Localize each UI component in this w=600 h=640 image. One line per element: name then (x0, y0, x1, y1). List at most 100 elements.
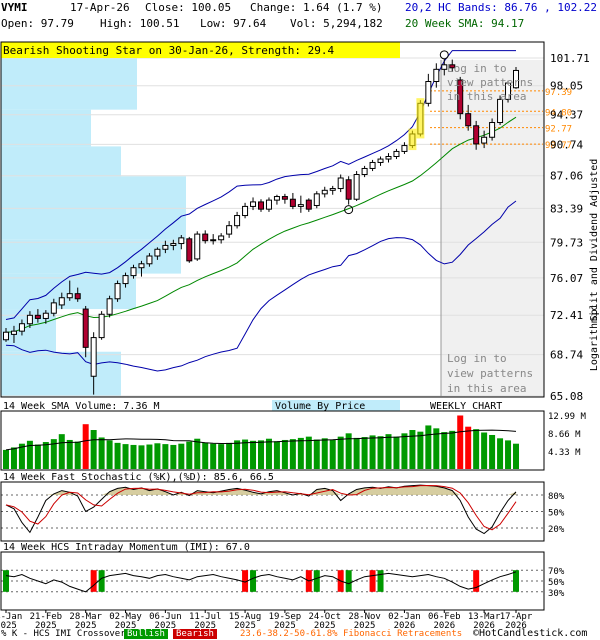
candle-body-up (369, 161, 376, 169)
date-tick-year: 2026 (505, 621, 527, 631)
candle-body-up (337, 177, 344, 190)
date-axis: 24-Jan202521-Feb202528-Mar202502-May2025… (0, 610, 533, 631)
sma-line (5, 116, 517, 333)
volume-bar (258, 440, 264, 469)
candle-body-up (505, 82, 512, 100)
volume-sma-line (5, 429, 517, 451)
candle-body-down (74, 293, 81, 300)
vbp-bar (1, 351, 121, 396)
login-text-top-3[interactable]: in this area (447, 90, 526, 103)
candle-body-up (313, 193, 320, 207)
login-text-bottom-3[interactable]: in this area (447, 382, 526, 395)
volume-bar (401, 433, 408, 469)
login-text-bottom-2[interactable]: view patterns (447, 367, 533, 380)
volume-bar (194, 438, 201, 469)
volume-bar (26, 440, 33, 469)
login-text-top-1[interactable]: Log in to (447, 62, 507, 75)
price-tick-label: 94.37 (550, 109, 583, 122)
candle-body-up (106, 298, 113, 315)
volume-bar (337, 436, 344, 469)
candle-body-up (489, 122, 496, 138)
candle-body-down (289, 198, 296, 207)
price-tick-label: 87.06 (550, 170, 583, 183)
volume-bar (265, 438, 272, 469)
volume-bar (58, 434, 65, 469)
price-tick-label: 101.71 (550, 52, 590, 65)
imi-bullish-bar (345, 570, 352, 592)
volume-bar (297, 437, 304, 469)
imi-tick-label: 70% (548, 567, 565, 577)
candle-body-up (425, 81, 432, 104)
volume-bar (82, 424, 89, 469)
volume-bar (202, 442, 209, 469)
volume-panel: 12.99 M 8.66 M 4.33 M (3, 412, 587, 469)
y-axis-label: Split and Dividend Adjusted (589, 159, 600, 322)
volume-bar (66, 439, 73, 469)
volume-bar (178, 443, 185, 469)
candle-body-up (393, 150, 400, 158)
candle-body-up (433, 68, 440, 83)
volume-bar (393, 436, 400, 469)
date-tick-year: 2025 (314, 621, 336, 631)
volume-bar (313, 439, 320, 469)
candle-body-down (34, 314, 41, 319)
weekly-chart-label: WEEKLY CHART (430, 401, 502, 412)
imi-tick-label: 50% (548, 578, 565, 588)
login-text-bottom-1[interactable]: Log in to (447, 352, 507, 365)
volume-bar (234, 440, 241, 469)
copyright-link[interactable]: ©HotCandlestick.com (473, 628, 588, 639)
candle-body-up (58, 297, 65, 306)
candle-body-up (162, 244, 169, 250)
fibonacci-legend: 23.6-38.2-50-61.8% Fibonacci Retracement… (240, 629, 463, 639)
date-tick-year: 2025 (35, 621, 57, 631)
date-tick-label: 06-Feb (428, 612, 461, 622)
volume-bar (409, 430, 416, 469)
date-tick-year: 2025 (115, 621, 137, 631)
date-tick-year: 2025 (155, 621, 177, 631)
scale-label: Logarithmic (589, 305, 600, 371)
price-tick-label: 83.39 (550, 202, 583, 215)
date-tick-label: 17-Apr (500, 612, 533, 622)
candle-body-up (321, 189, 328, 195)
candle-body-down (281, 196, 288, 200)
volume-bar (369, 435, 376, 469)
imi-bullish-bar (3, 570, 9, 592)
date-tick-label: 11-Jul (189, 612, 222, 622)
vbp-bar (1, 58, 137, 110)
login-text-top-2[interactable]: view patterns (447, 76, 533, 89)
volume-bar (353, 437, 360, 469)
date-tick-year: 2026 (473, 621, 495, 631)
date-tick-year: 2025 (75, 621, 97, 631)
stoch-tick-label: 80% (548, 492, 565, 502)
volume-title: 14 Week SMA Volume: 7.36 M (3, 401, 160, 412)
volume-bar (505, 440, 512, 469)
candle-body-up (154, 248, 161, 257)
candle-body-up (441, 64, 448, 70)
candle-body-up (50, 302, 57, 314)
imi-bearish-bar (369, 570, 376, 592)
candle-body-up (353, 174, 360, 200)
candle-body-up (42, 312, 49, 319)
price-tick-label: 68.74 (550, 349, 583, 362)
volume-value: Vol: 5,294,182 (290, 17, 383, 30)
volume-bar (281, 439, 288, 469)
pattern-marker (344, 205, 354, 215)
volume-bar (130, 444, 137, 469)
volume-bar (114, 442, 121, 469)
volume-bar (457, 415, 464, 469)
candle-body-up (265, 199, 272, 210)
stoch-tick-label: 50% (548, 509, 565, 519)
volume-bar (34, 444, 41, 469)
candle-body-up (513, 69, 519, 89)
volume-bar (18, 443, 25, 469)
price-tick-label: 65.08 (550, 390, 583, 403)
panel-frame (0, 481, 545, 542)
candle-body-up (114, 283, 121, 300)
date-tick-label: 28-Nov (348, 612, 381, 622)
hc-bands-value: 20,2 HC Bands: 86.76 , 102.22 (405, 1, 598, 14)
candle-body-up (130, 267, 137, 277)
volume-bar (513, 443, 519, 469)
price-grid (1, 57, 544, 397)
momentum-title: 14 Week HCS Intraday Momentum (IMI): 67.… (3, 542, 250, 553)
